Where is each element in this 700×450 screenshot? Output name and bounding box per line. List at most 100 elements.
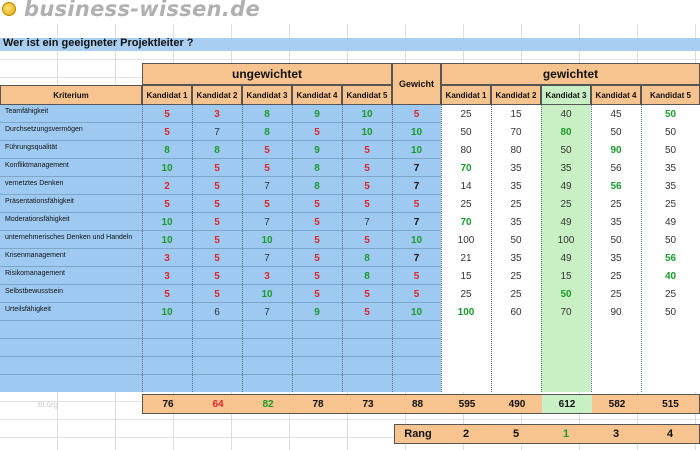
- score-cell[interactable]: 10: [161, 234, 173, 246]
- score-cell[interactable]: 5: [214, 252, 220, 264]
- score-cell[interactable]: 5: [314, 270, 320, 282]
- score-cell[interactable]: 7: [264, 216, 270, 228]
- score-cell[interactable]: 8: [364, 252, 370, 264]
- criterion-label: Teamfähigkeit: [5, 108, 49, 115]
- weighted-cell: 50: [664, 126, 677, 138]
- score-cell[interactable]: 9: [314, 144, 320, 156]
- total-weighted-k1: 595: [458, 398, 476, 410]
- score-cell[interactable]: 5: [214, 288, 220, 300]
- score-cell[interactable]: 5: [214, 270, 220, 282]
- score-cell[interactable]: 8: [314, 162, 320, 174]
- weight-cell[interactable]: 7: [413, 162, 420, 174]
- weight-cell[interactable]: 10: [410, 126, 423, 138]
- score-cell[interactable]: 8: [364, 270, 370, 282]
- criterion-label: Risikomanagement: [5, 270, 65, 277]
- score-cell[interactable]: 10: [161, 162, 173, 174]
- score-cell[interactable]: 2: [164, 180, 170, 192]
- weighted-cell: 35: [510, 180, 522, 192]
- score-cell[interactable]: 10: [261, 288, 273, 300]
- weight-cell[interactable]: 5: [413, 288, 420, 300]
- score-cell[interactable]: 7: [364, 216, 370, 228]
- score-cell[interactable]: 5: [214, 198, 220, 210]
- score-cell[interactable]: 10: [361, 108, 373, 120]
- score-cell[interactable]: 7: [264, 306, 270, 318]
- header-unweighted-k2: Kandidat 2: [192, 85, 242, 105]
- score-cell[interactable]: 3: [164, 270, 170, 282]
- score-cell[interactable]: 3: [214, 108, 220, 120]
- score-cell[interactable]: 5: [164, 108, 170, 120]
- score-cell[interactable]: 5: [314, 198, 320, 210]
- score-cell[interactable]: 5: [214, 216, 220, 228]
- score-cell[interactable]: 3: [164, 252, 170, 264]
- weighted-cell: 80: [510, 144, 522, 156]
- score-cell[interactable]: 5: [264, 162, 270, 174]
- weighted-cell: 25: [510, 270, 522, 282]
- score-cell[interactable]: 9: [314, 306, 320, 318]
- score-cell[interactable]: 5: [314, 252, 320, 264]
- weight-cell[interactable]: 10: [410, 144, 423, 156]
- score-cell[interactable]: 10: [361, 126, 373, 138]
- score-cell[interactable]: 5: [164, 288, 170, 300]
- score-cell[interactable]: 8: [314, 180, 320, 192]
- table-row: Konfliktmanagement 10 5 5 8 5 7 70 35 35 56 35: [0, 159, 700, 177]
- weighted-cell: 60: [510, 306, 522, 318]
- weighted-cell: 35: [610, 252, 622, 264]
- score-cell[interactable]: 8: [264, 126, 270, 138]
- weighted-cell: 25: [460, 288, 472, 300]
- score-cell[interactable]: 10: [161, 306, 173, 318]
- score-cell[interactable]: 9: [314, 108, 320, 120]
- weight-cell[interactable]: 5: [413, 108, 420, 120]
- rank-k4: 3: [612, 428, 620, 440]
- score-cell[interactable]: 5: [364, 306, 370, 318]
- column-separator: [591, 105, 592, 392]
- table-row: Urteilsfähigkeit 10 6 7 9 5 10 100 60 70 90 50: [0, 303, 700, 321]
- weight-cell[interactable]: 10: [410, 234, 423, 246]
- score-cell[interactable]: 8: [214, 144, 220, 156]
- weight-cell[interactable]: 5: [413, 270, 420, 282]
- weight-cell[interactable]: 10: [410, 306, 423, 318]
- score-cell[interactable]: 5: [364, 162, 370, 174]
- weighted-cell: 50: [560, 288, 572, 300]
- score-cell[interactable]: 10: [161, 216, 173, 228]
- weighted-cell: 50: [664, 306, 677, 318]
- weight-cell[interactable]: 7: [413, 216, 420, 228]
- score-cell[interactable]: 5: [264, 198, 270, 210]
- faint-label: bl.org: [38, 400, 59, 409]
- score-cell[interactable]: 10: [261, 234, 273, 246]
- weight-cell[interactable]: 7: [413, 252, 420, 264]
- weight-cell[interactable]: 7: [413, 180, 420, 192]
- score-cell[interactable]: 5: [364, 144, 370, 156]
- score-cell[interactable]: 5: [364, 288, 370, 300]
- weighted-cell: 25: [460, 108, 472, 120]
- weighted-cell: 25: [610, 198, 622, 210]
- score-cell[interactable]: 7: [264, 252, 270, 264]
- score-cell[interactable]: 5: [314, 234, 320, 246]
- score-cell[interactable]: 6: [214, 306, 220, 318]
- table-row: Durchsetzungsvermögen 5 7 8 5 10 10 50 70 80 50 50: [0, 123, 700, 141]
- score-cell[interactable]: 5: [164, 198, 170, 210]
- score-cell[interactable]: 7: [264, 180, 270, 192]
- score-cell[interactable]: 5: [264, 144, 270, 156]
- score-cell[interactable]: 5: [314, 216, 320, 228]
- weight-cell[interactable]: 5: [413, 198, 420, 210]
- score-cell[interactable]: 5: [364, 180, 370, 192]
- weighted-cell: 49: [664, 216, 677, 228]
- logo-icon: [2, 2, 16, 16]
- score-cell[interactable]: 5: [314, 126, 320, 138]
- weighted-cell: 35: [510, 216, 522, 228]
- score-cell[interactable]: 5: [214, 180, 220, 192]
- score-cell[interactable]: 8: [264, 108, 270, 120]
- score-cell[interactable]: 5: [364, 198, 370, 210]
- score-cell[interactable]: 7: [214, 126, 220, 138]
- score-cell[interactable]: 5: [314, 288, 320, 300]
- score-cell[interactable]: 5: [164, 126, 170, 138]
- rank-label: Rang: [404, 428, 432, 440]
- rank-k3: 1: [562, 428, 570, 440]
- weighted-cell: 50: [664, 144, 677, 156]
- score-cell[interactable]: 5: [364, 234, 370, 246]
- score-cell[interactable]: 5: [214, 162, 220, 174]
- score-cell[interactable]: 3: [264, 270, 270, 282]
- criterion-label: Konfliktmanagement: [5, 162, 69, 169]
- score-cell[interactable]: 5: [214, 234, 220, 246]
- score-cell[interactable]: 8: [164, 144, 170, 156]
